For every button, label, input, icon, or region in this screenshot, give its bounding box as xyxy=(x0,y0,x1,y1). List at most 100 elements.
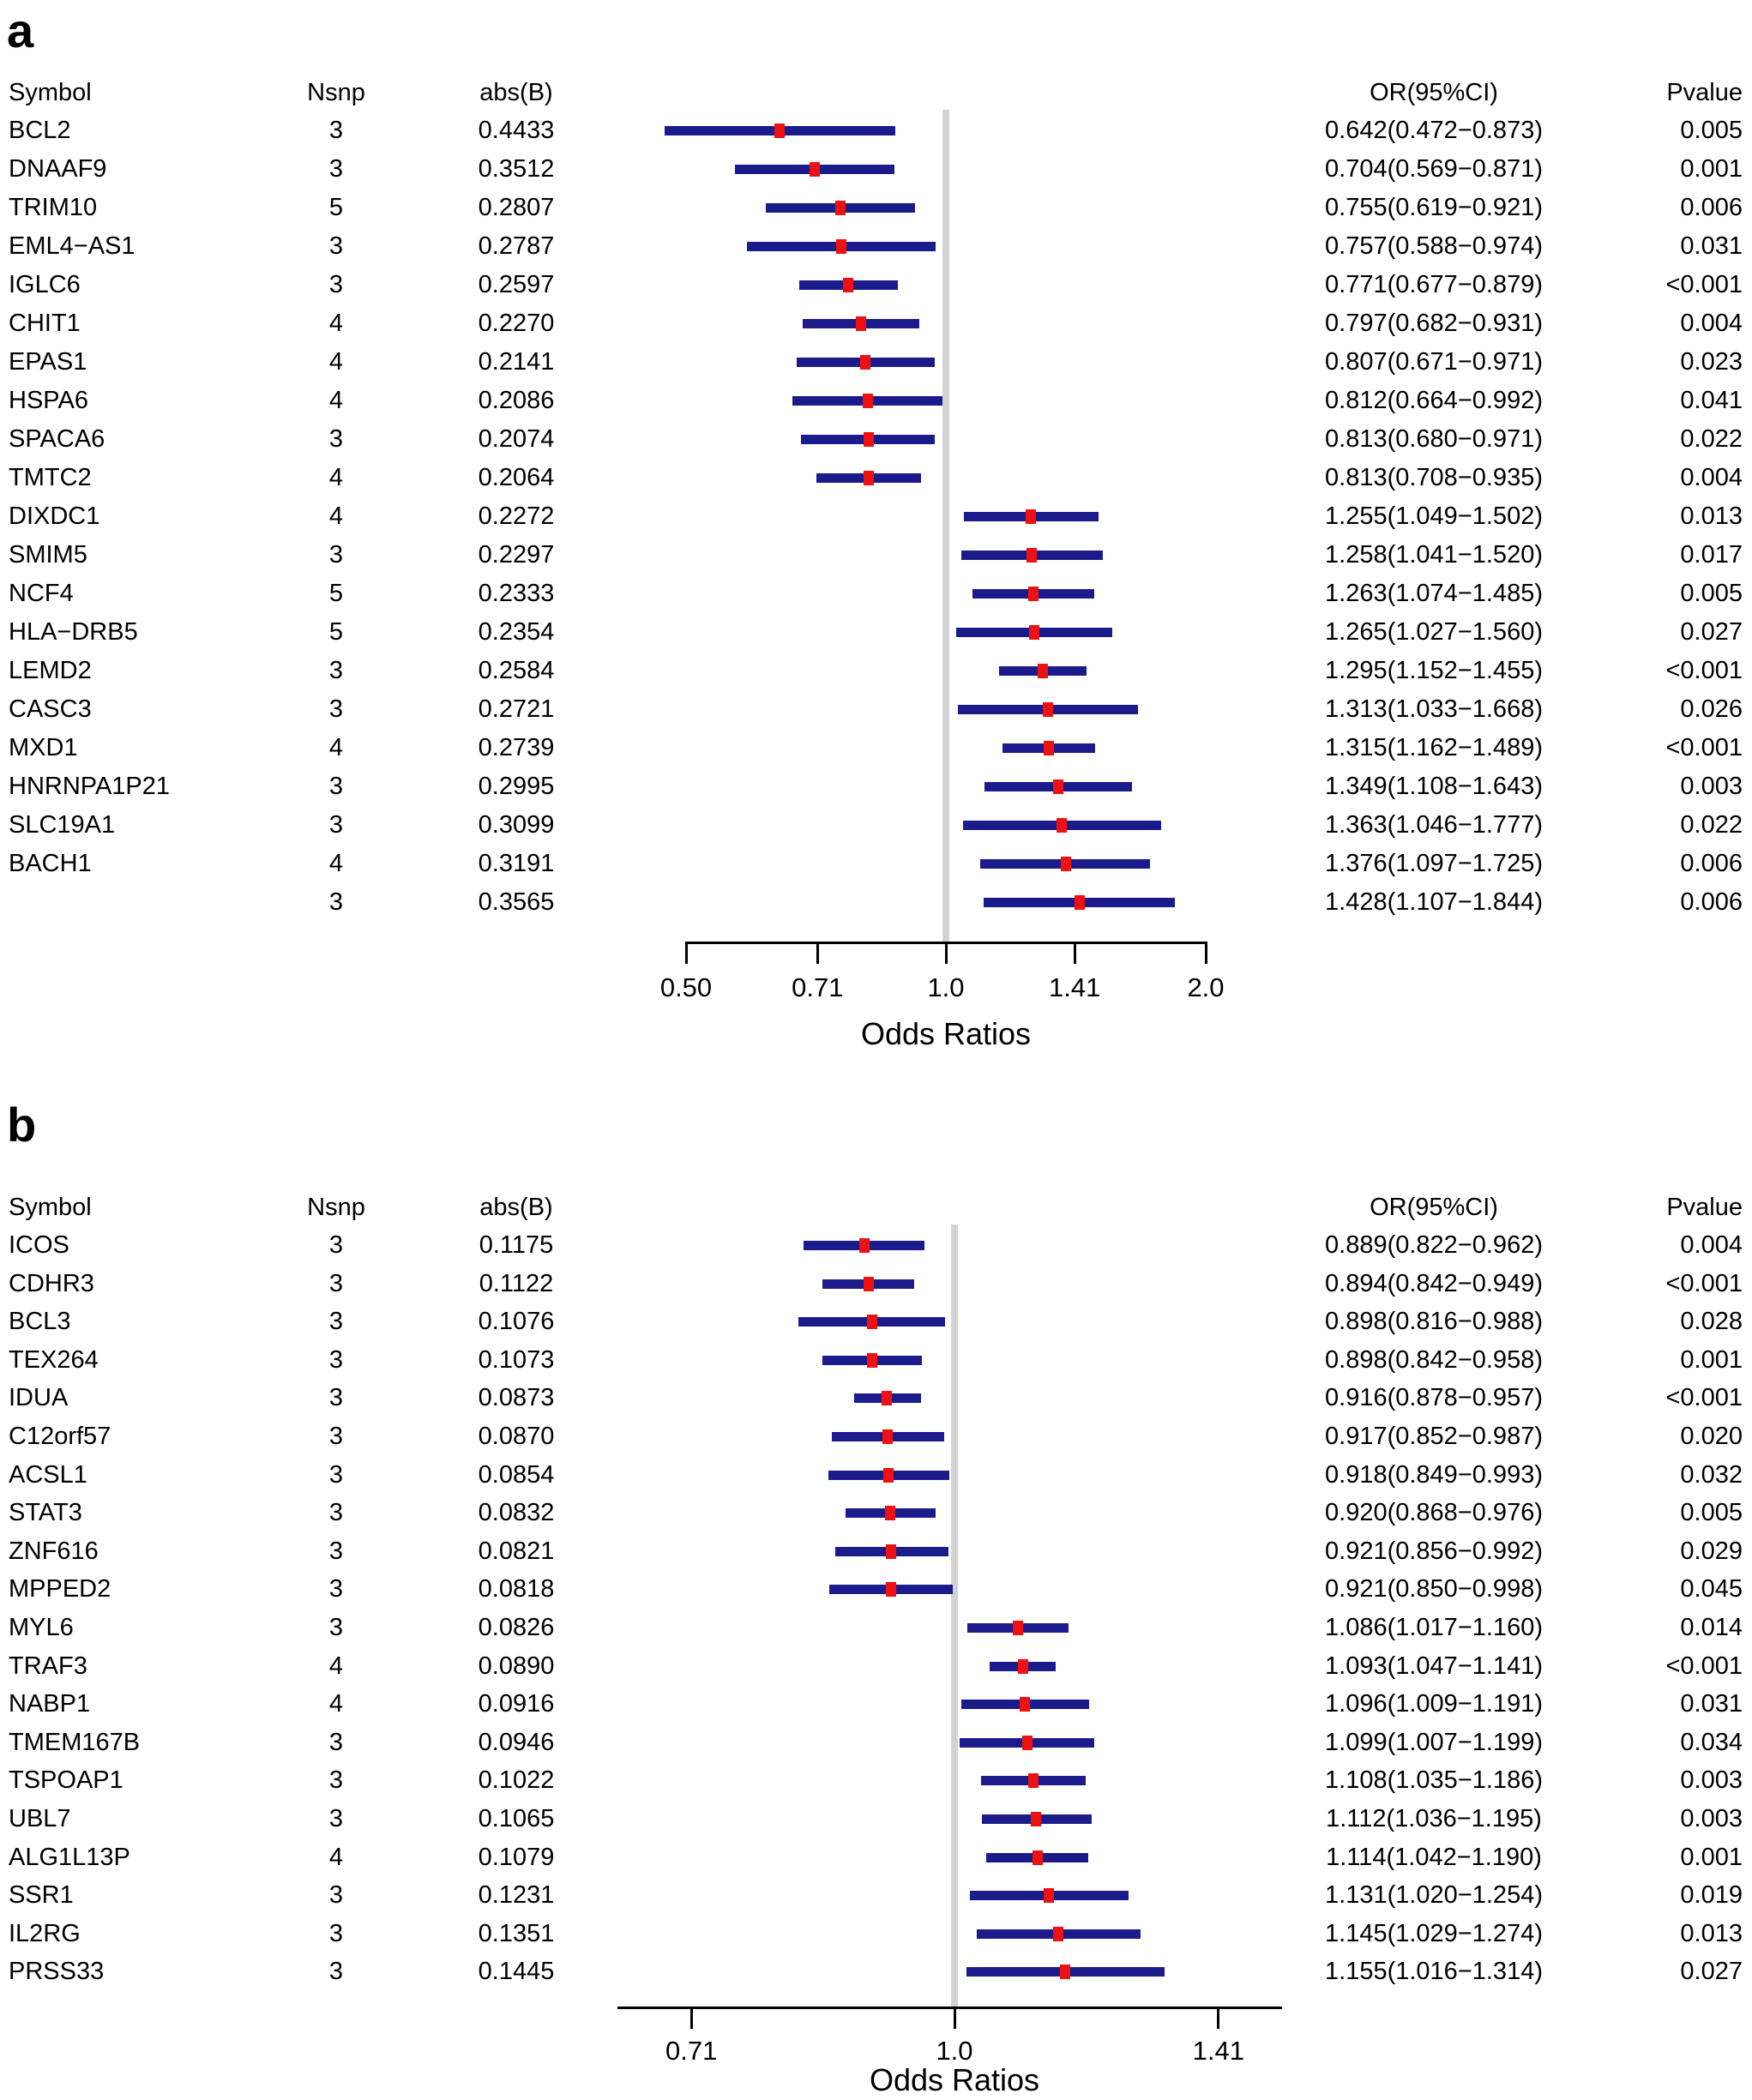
gene-symbol: HSPA6 xyxy=(9,387,88,414)
reference-line xyxy=(951,1224,958,2007)
or-ci-value: 0.894(0.842−0.949) xyxy=(1325,1269,1543,1297)
nsnp-value: 3 xyxy=(328,888,344,916)
or-ci-value: 0.797(0.682−0.931) xyxy=(1325,310,1543,337)
gene-symbol: TMEM167B xyxy=(9,1728,141,1756)
p-value: 0.027 xyxy=(1680,618,1743,646)
nsnp-value: 3 xyxy=(328,1766,344,1795)
gene-symbol: SSR1 xyxy=(9,1881,74,1910)
or-ci-value: 0.704(0.569−0.871) xyxy=(1325,155,1543,183)
p-value: 0.031 xyxy=(1680,1690,1743,1718)
nsnp-value: 4 xyxy=(328,464,344,491)
x-axis-tick xyxy=(1073,942,1076,964)
x-axis-tick xyxy=(689,2007,693,2029)
abs-b-value: 0.1073 xyxy=(478,1345,555,1374)
or-point-marker xyxy=(1043,741,1054,755)
p-value: <0.001 xyxy=(1665,734,1743,761)
or-ci-value: 1.315(1.162−1.489) xyxy=(1325,734,1543,761)
p-value: 0.006 xyxy=(1680,850,1743,877)
abs-b-value: 0.0890 xyxy=(478,1652,555,1680)
or-ci-value: 1.131(1.020−1.254) xyxy=(1325,1881,1543,1910)
column-header-symbol: Symbol xyxy=(9,79,92,106)
p-value: 0.001 xyxy=(1680,1843,1743,1871)
or-ci-value: 1.108(1.035−1.186) xyxy=(1325,1766,1543,1795)
p-value: 0.032 xyxy=(1680,1460,1743,1489)
nsnp-value: 3 xyxy=(328,425,344,453)
gene-symbol: SMIM5 xyxy=(9,541,87,569)
nsnp-value: 3 xyxy=(328,1423,344,1450)
nsnp-value: 4 xyxy=(328,1690,344,1718)
abs-b-value: 0.2584 xyxy=(478,657,555,684)
x-axis-tick-label: 1.0 xyxy=(936,2036,973,2066)
gene-symbol: IDUA xyxy=(9,1384,69,1412)
nsnp-value: 3 xyxy=(328,541,344,569)
p-value: 0.022 xyxy=(1680,425,1743,453)
gene-symbol: NABP1 xyxy=(9,1690,91,1718)
or-ci-value: 1.263(1.074−1.485) xyxy=(1325,580,1543,607)
or-point-marker xyxy=(1017,1658,1028,1674)
gene-symbol: BCL2 xyxy=(9,117,71,144)
x-axis-line xyxy=(617,2007,1282,2009)
abs-b-value: 0.0946 xyxy=(478,1728,555,1756)
abs-b-value: 0.2141 xyxy=(478,348,555,376)
x-axis-tick-label: 1.41 xyxy=(1192,2036,1244,2066)
abs-b-value: 0.2297 xyxy=(478,541,555,569)
abs-b-value: 0.1175 xyxy=(479,1231,554,1259)
or-ci-value: 1.265(1.027−1.560) xyxy=(1325,618,1543,646)
or-point-marker xyxy=(863,1276,874,1291)
nsnp-value: 3 xyxy=(328,1499,344,1527)
gene-symbol: IL2RG xyxy=(9,1919,81,1947)
gene-symbol: NCF4 xyxy=(9,580,74,607)
gene-symbol: BCL3 xyxy=(9,1308,71,1336)
abs-b-value: 0.3565 xyxy=(478,888,555,916)
column-header-pvalue: Pvalue xyxy=(1666,79,1743,106)
or-point-marker xyxy=(883,1467,894,1483)
nsnp-value: 3 xyxy=(328,1575,344,1604)
p-value: 0.031 xyxy=(1680,232,1743,260)
abs-b-value: 0.2333 xyxy=(478,580,555,607)
gene-symbol: CHIT1 xyxy=(9,310,81,337)
abs-b-value: 0.2270 xyxy=(478,310,555,337)
or-point-marker xyxy=(882,1429,894,1444)
p-value: 0.029 xyxy=(1680,1537,1743,1565)
nsnp-value: 3 xyxy=(328,1537,344,1565)
abs-b-value: 0.0854 xyxy=(478,1460,555,1489)
or-ci-value: 1.428(1.107−1.844) xyxy=(1325,888,1543,916)
p-value: 0.028 xyxy=(1680,1308,1743,1336)
or-point-marker xyxy=(1044,1888,1055,1904)
x-axis-tick xyxy=(1204,942,1207,964)
nsnp-value: 3 xyxy=(328,1958,344,1986)
nsnp-value: 4 xyxy=(328,734,344,761)
p-value: <0.001 xyxy=(1665,657,1743,684)
abs-b-value: 0.1079 xyxy=(478,1843,555,1871)
p-value: 0.003 xyxy=(1680,1766,1743,1795)
nsnp-value: 5 xyxy=(328,618,344,646)
or-ci-value: 0.920(0.868−0.976) xyxy=(1325,1499,1543,1527)
or-ci-value: 0.918(0.849−0.993) xyxy=(1325,1460,1543,1489)
nsnp-value: 3 xyxy=(328,1881,344,1910)
gene-symbol: EPAS1 xyxy=(9,348,87,376)
x-axis-tick-label: 0.50 xyxy=(659,972,713,1002)
abs-b-value: 0.2074 xyxy=(478,425,555,453)
p-value: 0.004 xyxy=(1680,464,1743,491)
nsnp-value: 3 xyxy=(328,1269,344,1297)
or-ci-value: 0.921(0.850−0.998) xyxy=(1325,1575,1543,1604)
column-header-nsnp: Nsnp xyxy=(307,79,365,106)
nsnp-value: 3 xyxy=(328,1919,344,1947)
nsnp-value: 3 xyxy=(328,695,344,723)
column-header-symbol: Symbol xyxy=(9,1194,92,1221)
or-point-marker xyxy=(882,1391,893,1406)
abs-b-value: 0.1065 xyxy=(478,1805,555,1832)
gene-symbol: ZNF616 xyxy=(9,1537,99,1565)
or-point-marker xyxy=(843,278,854,292)
gene-symbol: MXD1 xyxy=(9,734,78,761)
abs-b-value: 0.2272 xyxy=(478,502,555,530)
gene-symbol: C12orf57 xyxy=(9,1423,111,1450)
p-value: <0.001 xyxy=(1665,1384,1743,1412)
p-value: 0.003 xyxy=(1680,1805,1743,1832)
or-point-marker xyxy=(1032,1850,1043,1865)
gene-symbol: ACSL1 xyxy=(9,1460,87,1489)
p-value: <0.001 xyxy=(1665,271,1743,298)
nsnp-value: 3 xyxy=(328,271,344,298)
or-point-marker xyxy=(866,1315,877,1330)
